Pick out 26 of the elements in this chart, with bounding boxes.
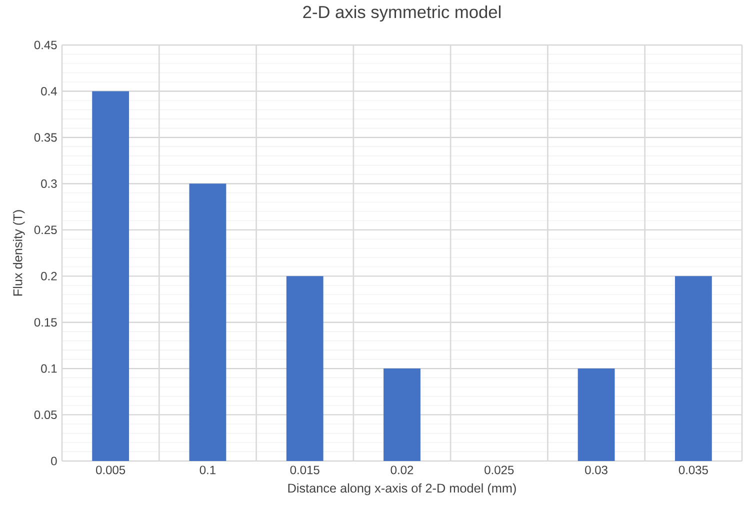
x-tick-label: 0.1 — [200, 466, 216, 474]
x-tick-label: 0.025 — [484, 466, 514, 474]
y-tick-label: 0.15 — [34, 318, 57, 327]
x-tick-label: 0.035 — [678, 466, 708, 474]
chart-title: 2-D axis symmetric model — [303, 5, 500, 22]
x-tick-label: 0.015 — [290, 466, 320, 474]
bar — [674, 276, 712, 461]
bar — [189, 184, 226, 461]
y-axis-title: Flux density (T) — [12, 210, 25, 296]
x-axis-title: Distance along x-axis of 2-D model (mm) — [288, 483, 516, 496]
y-tick-label: 0.05 — [34, 410, 57, 420]
y-tick-label: 0.25 — [34, 226, 57, 234]
bar — [578, 368, 615, 461]
y-tick-label: 0.2 — [41, 272, 57, 280]
x-tick-label: 0.005 — [96, 466, 126, 474]
bar — [286, 276, 324, 461]
y-tick-label: 0.4 — [41, 86, 57, 96]
bar — [384, 368, 420, 461]
x-tick-label: 0.03 — [585, 466, 608, 474]
y-tick-label: 0 — [51, 456, 57, 466]
y-tick-label: 0.1 — [41, 364, 57, 373]
bar — [92, 91, 130, 461]
y-tick-label: 0.3 — [41, 179, 57, 188]
x-tick-label: 0.02 — [390, 466, 414, 474]
y-tick-label: 0.45 — [34, 40, 57, 50]
y-tick-label: 0.35 — [34, 133, 57, 142]
